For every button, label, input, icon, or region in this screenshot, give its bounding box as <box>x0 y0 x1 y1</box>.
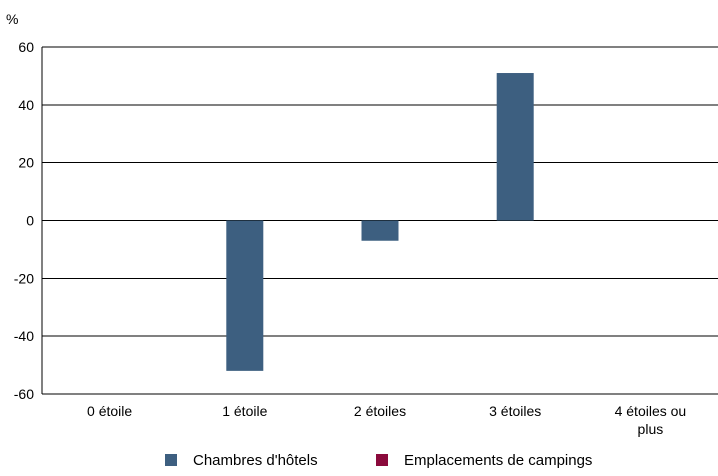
y-tick-label: 0 <box>26 213 34 229</box>
y-tick-label: 40 <box>18 97 34 113</box>
x-tick-label: 4 étoiles ou plus <box>615 403 687 437</box>
grid-layer <box>42 46 718 395</box>
y-tick-label: 60 <box>18 39 34 55</box>
legend-label: Emplacements de campings <box>404 452 592 469</box>
x-tick-label: 2 étoiles <box>354 403 406 419</box>
legend-label: Chambres d'hôtels <box>193 452 318 469</box>
y-tick-label: -60 <box>14 386 34 402</box>
legend-swatch <box>376 454 388 466</box>
axis-layer: %60 40 20 0 -20 -40 -60 0 étoile 1 étoile 2 étoil… <box>6 11 686 437</box>
x-tick-label: 3 étoiles <box>489 403 541 419</box>
bars-layer <box>226 73 534 371</box>
legend-swatch <box>165 454 177 466</box>
y-tick-label: 20 <box>18 155 34 171</box>
bar-chambres-d-h-tels-3 <box>496 73 534 221</box>
x-tick-label: 0 étoile <box>87 403 132 419</box>
y-axis-label: % <box>6 11 18 27</box>
y-tick-label: -40 <box>14 328 34 344</box>
y-tick-label: -20 <box>14 270 34 286</box>
legend: Chambres d'hôtels Emplacements de camping… <box>165 452 592 469</box>
x-tick-label: 1 étoile <box>222 403 267 419</box>
bar-chambres-d-h-tels-1 <box>226 220 264 371</box>
bar-chambres-d-h-tels-2 <box>361 220 399 241</box>
